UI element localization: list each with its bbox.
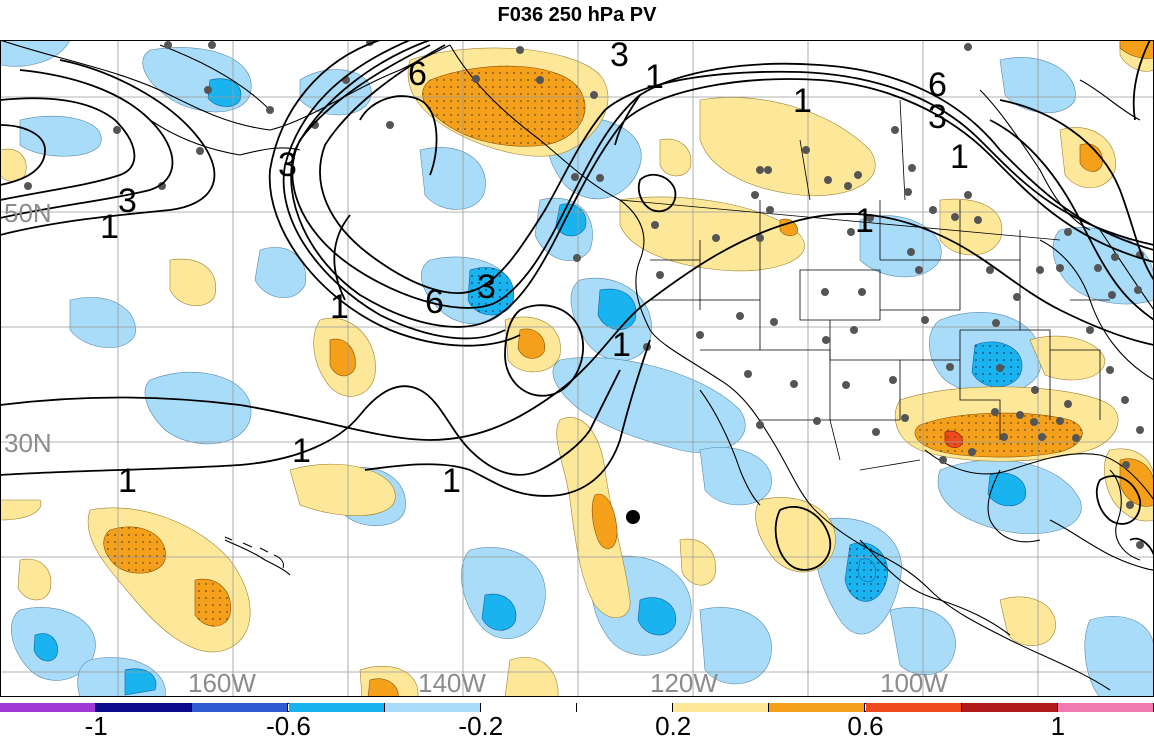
contour-label: 1 [292,432,311,470]
contour-label: 1 [612,326,631,364]
contour-label: 3 [118,182,137,220]
contour-label: 3 [477,268,496,306]
contour-label: 1 [855,202,874,240]
lon-label-160w: 160W [188,668,256,698]
contour-label: 3 [928,98,947,136]
contour-label: 6 [425,283,444,321]
contour-label: 1 [793,82,812,120]
state-borders [619,99,1110,471]
colorbar-swatch [192,703,289,712]
colorbar-swatch [480,703,577,712]
colorbar-label: 1 [1050,711,1066,741]
colorbar-label: 0.6 [847,711,884,741]
contour-label: 3 [610,36,629,74]
lon-label-140w: 140W [418,668,486,698]
colorbar-swatch [865,703,962,712]
coastlines [0,40,1154,691]
pv-map: 6 3 1 3 1 1 6 3 3 1 3 6 1 1 1 1 1 1 50N … [0,36,1154,698]
contour-label: 6 [408,55,427,93]
lon-label-100w: 100W [880,668,948,698]
lat-label-30n: 30N [4,428,52,458]
pv-contours [0,40,1154,571]
contour-label: 1 [118,462,137,500]
colorbar-swatch [577,703,674,712]
colorbar-swatch [769,703,866,712]
colorbar-swatch [0,703,97,712]
station-dots [24,40,1144,549]
contour-label: 1 [100,208,119,246]
colorbar-swatch [384,703,481,712]
marker-dot [626,510,640,524]
contour-labels: 6 3 1 3 1 1 6 3 3 1 3 6 1 1 1 1 1 1 [100,36,969,500]
lon-label-120w: 120W [650,668,718,698]
contour-label: 1 [330,288,349,326]
colorbar: -1 -0.6 -0.2 0.2 0.6 1 [0,703,1154,741]
colorbar-swatch [96,703,193,712]
graticule-labels: 50N 30N 160W 140W 120W 100W [4,198,948,698]
lat-label-50n: 50N [4,198,52,228]
colorbar-label: -0.6 [266,711,311,741]
colorbar-label: -1 [84,711,108,741]
contour-label: 1 [645,58,664,96]
contour-label: 1 [950,138,969,176]
colorbar-swatch [961,703,1058,712]
shading-light-blue [0,40,1154,697]
hawaii-islands [224,536,284,569]
contour-label: 3 [278,146,297,184]
colorbar-swatch [673,703,770,712]
contour-label: 1 [442,462,461,500]
colorbar-label: -0.2 [458,711,504,741]
graticule [0,40,1154,697]
colorbar-swatch [288,703,385,712]
colorbar-swatch [1057,703,1154,712]
map-title: F036 250 hPa PV [497,4,657,26]
contour-label: 6 [928,66,947,104]
colorbar-label: 0.2 [655,711,692,741]
